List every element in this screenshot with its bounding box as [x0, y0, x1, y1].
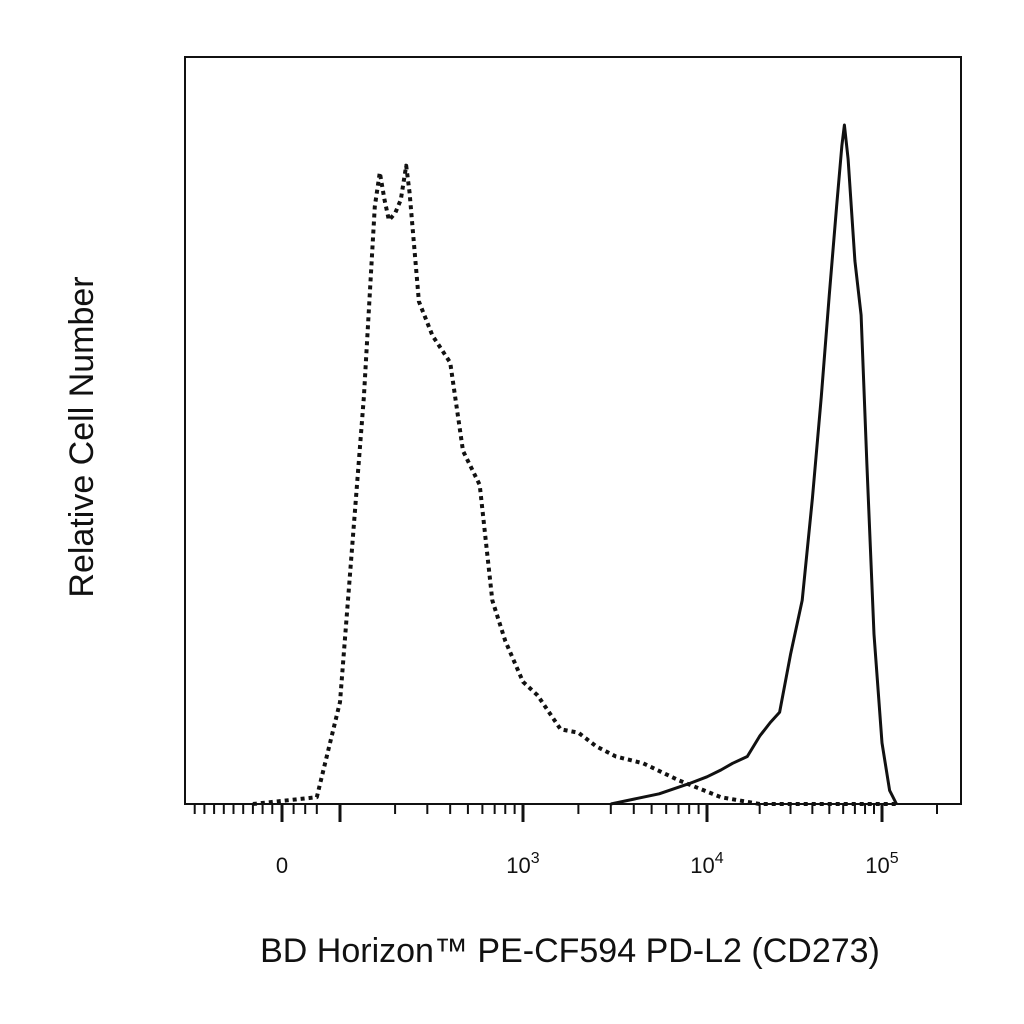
- series-layer: [252, 123, 898, 806]
- x-tick-label: 104: [690, 850, 723, 878]
- x-tick-label: 105: [865, 850, 898, 878]
- y-axis-label: Relative Cell Number: [63, 276, 101, 597]
- x-axis-tick-labels: 0 103 104 105: [276, 850, 899, 878]
- x-axis-ticks: [193, 804, 938, 822]
- plot-frame: [184, 56, 962, 805]
- stained-sample-histogram: [610, 123, 898, 806]
- isotype-control-histogram: [252, 163, 897, 806]
- x-tick-label: 103: [506, 850, 539, 878]
- x-tick-label: 0: [276, 853, 288, 878]
- x-axis-label: BD Horizon™ PE-CF594 PD-L2 (CD273): [260, 932, 880, 970]
